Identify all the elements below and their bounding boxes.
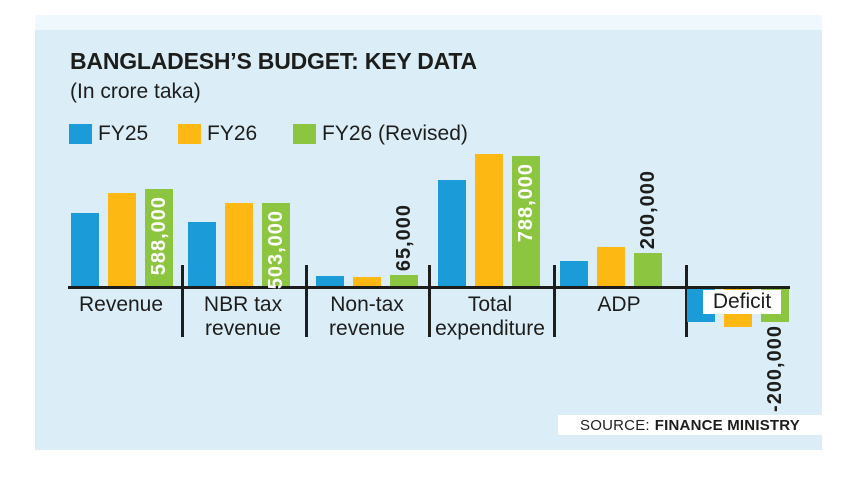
fy26-revised-swatch-icon bbox=[293, 124, 316, 144]
category-label-deficit: Deficit bbox=[712, 290, 772, 313]
source-name: FINANCE MINISTRY bbox=[654, 416, 800, 434]
bar-fy25-revenue bbox=[71, 213, 99, 286]
bar-fy26-revised-total-expenditure bbox=[512, 156, 540, 286]
bar-fy26-revised-nbr-tax-revenue bbox=[262, 203, 290, 286]
chart-title: BANGLADESH’S BUDGET: KEY DATA bbox=[70, 48, 477, 74]
value-label-wrap-adp: 200,000 bbox=[637, 169, 659, 249]
infographic-panel: BANGLADESH’S BUDGET: KEY DATA (In crore … bbox=[35, 30, 822, 450]
value-label-total-expenditure: 788,000 bbox=[515, 163, 537, 243]
category-label-line: revenue bbox=[205, 317, 281, 340]
chart-subtitle: (In crore taka) bbox=[70, 80, 201, 103]
category-label-line: expenditure bbox=[435, 317, 545, 340]
category-label-line: NBR tax bbox=[203, 293, 283, 316]
legend-label-fy26-revised: FY26 (Revised) bbox=[322, 122, 468, 145]
bar-fy26-nbr-tax-revenue bbox=[225, 203, 253, 286]
category-label-line: Total bbox=[467, 293, 513, 316]
deficit-label-box: Deficit bbox=[703, 290, 781, 314]
bar-fy26-adp bbox=[597, 247, 625, 286]
value-label-wrap-nbr-tax-revenue: 503,000 bbox=[265, 210, 287, 290]
value-label-revenue: 588,000 bbox=[148, 196, 170, 276]
value-label-adp: 200,000 bbox=[637, 169, 659, 249]
category-label-line: ADP bbox=[597, 293, 641, 316]
category-divider-1 bbox=[181, 265, 184, 337]
category-label-adp: ADP bbox=[597, 293, 640, 317]
value-label-non-tax-revenue: 65,000 bbox=[393, 203, 415, 271]
bar-fy26-non-tax-revenue bbox=[353, 277, 381, 286]
category-divider-3 bbox=[428, 265, 431, 337]
fy25-swatch-icon bbox=[69, 124, 92, 144]
category-label-line: revenue bbox=[329, 317, 405, 340]
category-label-nbr-tax-revenue: NBR tax revenue bbox=[204, 293, 282, 341]
value-label-wrap-total-expenditure: 788,000 bbox=[515, 163, 537, 243]
value-label-nbr-tax-revenue: 503,000 bbox=[265, 210, 287, 290]
bar-fy26-revised-revenue bbox=[145, 189, 173, 286]
bar-fy25-non-tax-revenue bbox=[316, 276, 344, 286]
bar-fy25-nbr-tax-revenue bbox=[188, 222, 216, 286]
bar-fy26-revised-adp bbox=[634, 253, 662, 286]
value-label-wrap-non-tax-revenue: 65,000 bbox=[393, 203, 415, 271]
legend-label-fy26: FY26 bbox=[207, 122, 258, 145]
category-label-line: Revenue bbox=[78, 293, 164, 316]
source-strip: SOURCE: FINANCE MINISTRY bbox=[558, 415, 822, 435]
category-label-total-expenditure: Total expenditure bbox=[435, 293, 545, 341]
category-label-revenue: Revenue bbox=[79, 293, 163, 317]
category-divider-2 bbox=[305, 265, 308, 337]
bar-fy26-revenue bbox=[108, 193, 136, 286]
category-label-non-tax-revenue: Non-tax revenue bbox=[329, 293, 405, 341]
bar-fy26-total-expenditure bbox=[475, 154, 503, 286]
panel-top-strip bbox=[35, 15, 822, 30]
value-label-deficit: -200,000 bbox=[764, 325, 786, 412]
category-divider-5 bbox=[685, 265, 688, 337]
bar-fy25-adp bbox=[560, 261, 588, 286]
bar-fy26-revised-non-tax-revenue bbox=[390, 275, 418, 286]
fy26-swatch-icon bbox=[178, 124, 201, 144]
legend-label-fy25: FY25 bbox=[98, 122, 149, 145]
source-prefix: SOURCE: bbox=[580, 416, 650, 434]
value-label-wrap-revenue: 588,000 bbox=[148, 196, 170, 276]
category-label-line: Non-tax bbox=[330, 293, 404, 316]
bar-fy25-total-expenditure bbox=[438, 180, 466, 286]
value-label-wrap-deficit: -200,000 bbox=[764, 325, 786, 412]
category-divider-4 bbox=[553, 265, 556, 337]
